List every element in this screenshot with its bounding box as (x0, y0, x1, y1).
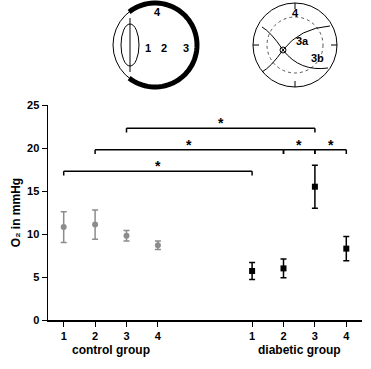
svg-text:*: * (296, 137, 302, 153)
svg-text:*: * (155, 158, 161, 174)
svg-text:3: 3 (183, 42, 189, 54)
svg-text:3b: 3b (311, 52, 324, 64)
svg-text:4: 4 (292, 7, 299, 19)
svg-text:3: 3 (123, 330, 129, 342)
svg-text:3: 3 (312, 330, 318, 342)
svg-text:1: 1 (249, 330, 255, 342)
svg-text:5: 5 (33, 271, 39, 283)
svg-text:1: 1 (145, 42, 151, 54)
svg-text:20: 20 (27, 142, 39, 154)
svg-text:15: 15 (27, 185, 39, 197)
svg-text:25: 25 (27, 99, 39, 111)
svg-text:4: 4 (155, 330, 162, 342)
svg-text:2: 2 (92, 330, 98, 342)
svg-text:*: * (218, 115, 224, 131)
svg-text:10: 10 (27, 228, 39, 240)
svg-text:3a: 3a (296, 35, 309, 47)
svg-text:*: * (328, 137, 334, 153)
svg-text:2: 2 (161, 42, 167, 54)
svg-text:4: 4 (343, 330, 350, 342)
svg-text:*: * (186, 137, 192, 153)
svg-text:O₂ in mmHg: O₂ in mmHg (9, 178, 23, 247)
svg-text:0: 0 (33, 314, 39, 326)
svg-text:1: 1 (61, 330, 67, 342)
svg-text:diabetic group: diabetic group (258, 343, 341, 357)
svg-text:4: 4 (154, 6, 161, 18)
svg-text:control group: control group (72, 343, 150, 357)
svg-text:2: 2 (280, 330, 286, 342)
